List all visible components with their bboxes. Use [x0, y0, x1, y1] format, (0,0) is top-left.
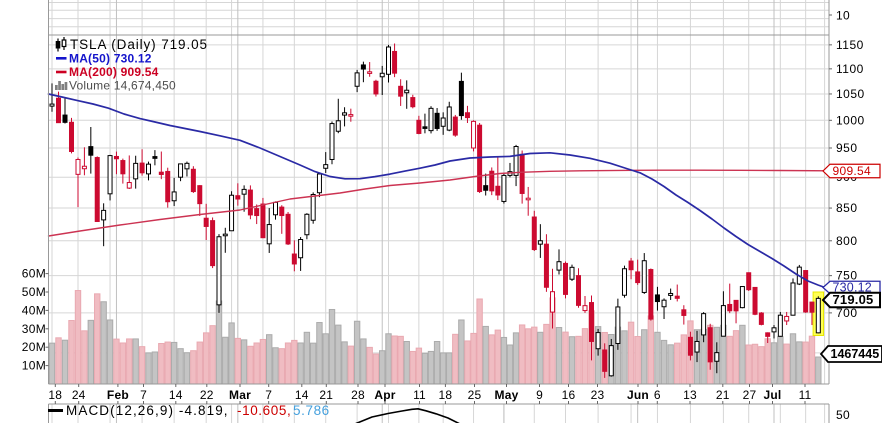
svg-text:Jul: Jul — [764, 388, 782, 402]
svg-text:60M: 60M — [22, 267, 46, 281]
svg-text:Mar: Mar — [229, 388, 251, 402]
svg-text:719.05: 719.05 — [833, 292, 874, 307]
svg-text:6: 6 — [654, 388, 661, 402]
svg-text:10: 10 — [836, 9, 850, 23]
svg-text:Volume 14,674,450: Volume 14,674,450 — [69, 79, 176, 93]
svg-text:22: 22 — [200, 388, 214, 402]
svg-text:27: 27 — [743, 388, 757, 402]
svg-text:18: 18 — [48, 388, 62, 402]
svg-text:11: 11 — [799, 388, 812, 402]
svg-text:18: 18 — [439, 388, 453, 402]
svg-text:16: 16 — [562, 388, 576, 402]
svg-text:730.12: 730.12 — [833, 281, 872, 295]
svg-text:MACD(12,26,9) -4.819,: MACD(12,26,9) -4.819, — [66, 403, 229, 418]
svg-text:Apr: Apr — [374, 388, 395, 402]
svg-text:Jun: Jun — [627, 388, 649, 402]
svg-text:28: 28 — [351, 388, 365, 402]
svg-text:50: 50 — [836, 408, 850, 422]
svg-text:MA(200) 909.54: MA(200) 909.54 — [69, 65, 159, 79]
svg-text:1467445: 1467445 — [831, 347, 880, 361]
svg-text:TSLA (Daily) 719.05: TSLA (Daily) 719.05 — [70, 37, 208, 52]
svg-text:25: 25 — [468, 388, 482, 402]
svg-text:950: 950 — [836, 141, 858, 155]
svg-text:30M: 30M — [22, 322, 46, 336]
svg-text:700: 700 — [836, 306, 858, 320]
svg-text:24: 24 — [72, 388, 86, 402]
svg-text:909.54: 909.54 — [833, 164, 872, 178]
svg-text:21: 21 — [319, 388, 333, 402]
svg-text:14: 14 — [169, 388, 183, 402]
svg-text:7: 7 — [140, 388, 147, 402]
svg-text:9: 9 — [536, 388, 543, 402]
svg-text:1000: 1000 — [836, 113, 865, 127]
svg-text:50M: 50M — [22, 285, 46, 299]
svg-text:14: 14 — [295, 388, 309, 402]
svg-text:850: 850 — [836, 201, 858, 215]
svg-text:11: 11 — [413, 388, 426, 402]
svg-text:21: 21 — [716, 388, 730, 402]
svg-text:7: 7 — [265, 388, 272, 402]
svg-text:1100: 1100 — [836, 62, 864, 76]
svg-text:-10.605,: -10.605, — [237, 403, 291, 418]
svg-text:800: 800 — [836, 234, 858, 248]
svg-text:May: May — [495, 388, 519, 402]
svg-text:1150: 1150 — [836, 38, 864, 52]
svg-text:1050: 1050 — [836, 87, 865, 101]
svg-text:5.786: 5.786 — [293, 403, 330, 418]
svg-text:10M: 10M — [22, 359, 46, 373]
svg-text:750: 750 — [836, 269, 858, 283]
svg-text:13: 13 — [683, 388, 697, 402]
svg-text:23: 23 — [591, 388, 605, 402]
svg-text:MA(50) 730.12: MA(50) 730.12 — [69, 52, 152, 66]
svg-text:20M: 20M — [22, 340, 46, 354]
svg-text:Feb: Feb — [107, 388, 129, 402]
svg-text:40M: 40M — [22, 303, 46, 317]
